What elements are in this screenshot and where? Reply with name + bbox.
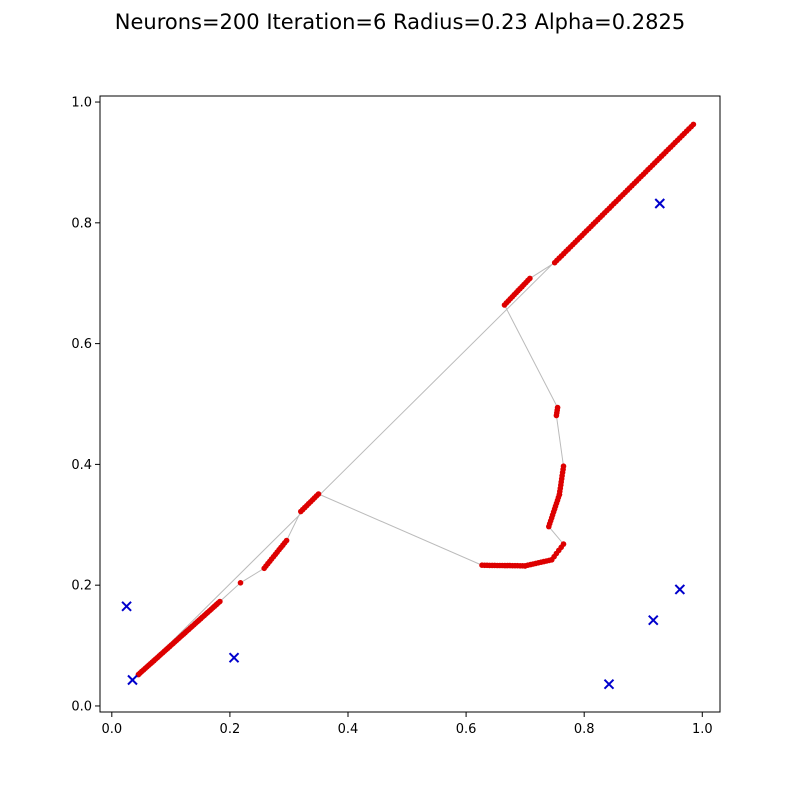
neuron-point bbox=[217, 598, 223, 605]
neuron-point bbox=[237, 580, 244, 586]
neuron-point bbox=[560, 463, 567, 470]
x-tick-label: 0.4 bbox=[338, 722, 359, 737]
city-point bbox=[127, 674, 138, 686]
y-tick-label: 0.2 bbox=[71, 579, 92, 594]
neuron-markers bbox=[135, 121, 697, 678]
y-axis-ticks: 0.0 0.2 0.4 0.6 0.8 1.0 bbox=[71, 96, 100, 714]
city-point bbox=[603, 679, 615, 690]
x-tick-label: 0.2 bbox=[220, 722, 241, 737]
x-tick-label: 0.8 bbox=[574, 722, 595, 737]
y-tick-label: 0.0 bbox=[71, 699, 92, 714]
y-tick-label: 0.6 bbox=[71, 337, 92, 352]
x-tick-label: 0.6 bbox=[456, 722, 477, 737]
city-point bbox=[654, 198, 665, 209]
neuron-point bbox=[690, 121, 697, 128]
city-point bbox=[648, 614, 659, 626]
y-tick-label: 0.4 bbox=[71, 458, 92, 473]
y-tick-label: 0.8 bbox=[71, 216, 92, 231]
neuron-point bbox=[315, 491, 322, 497]
city-point bbox=[674, 584, 686, 595]
y-tick-label: 1.0 bbox=[71, 96, 92, 111]
city-point bbox=[228, 652, 240, 663]
axes-frame bbox=[99, 95, 721, 713]
chart-title: Neurons=200 Iteration=6 Radius=0.23 Alph… bbox=[114, 10, 686, 34]
neuron-point bbox=[554, 404, 561, 411]
neuron-point bbox=[560, 541, 567, 547]
city-point bbox=[121, 601, 132, 612]
neuron-point bbox=[527, 275, 533, 282]
x-tick-label: 0.0 bbox=[101, 722, 122, 737]
neuron-point bbox=[283, 537, 290, 544]
x-tick-label: 1.0 bbox=[692, 722, 713, 737]
x-axis-ticks: 0.0 0.2 0.4 0.6 0.8 1.0 bbox=[101, 712, 713, 737]
city-markers bbox=[121, 198, 686, 690]
